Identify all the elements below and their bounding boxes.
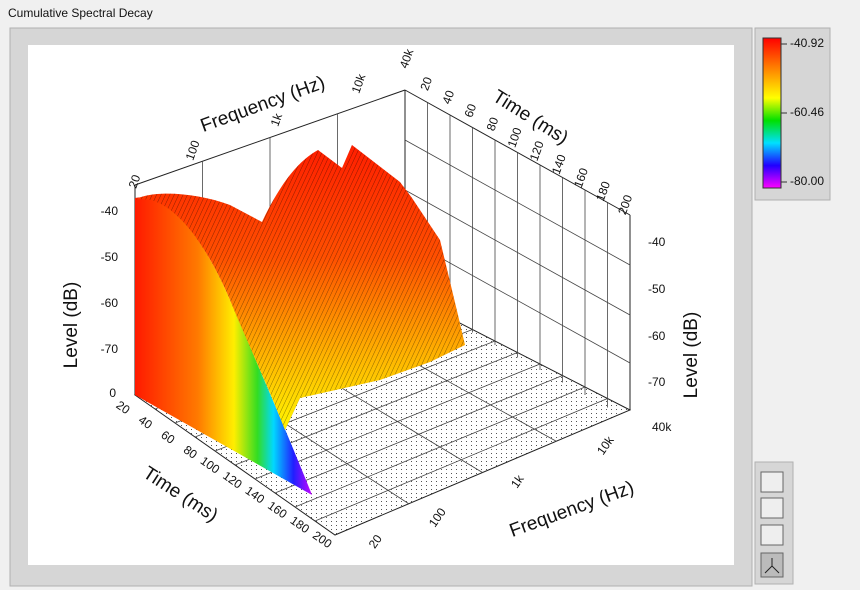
level-right-tick-label: -70: [648, 375, 666, 389]
level-right-title: Level (dB): [681, 312, 702, 399]
surface-hatch: [135, 145, 465, 430]
level-left-tick-label: -70: [101, 342, 119, 356]
colorbar-tick-label: -80.00: [790, 174, 824, 188]
frequency-top-tick-label: 40k: [397, 46, 417, 70]
colorbar-tick-label: -40.92: [790, 36, 824, 50]
wall-grid-line: [404, 139, 631, 266]
time-top-tick-label: 180: [593, 179, 613, 203]
surface-front: [135, 197, 312, 495]
colorbar-tick-label: -60.46: [790, 105, 824, 119]
level-right-tick-label: -50: [648, 282, 666, 296]
frequency-top-tick-label: 1k: [268, 110, 286, 128]
level-right-tick-label: -60: [648, 329, 666, 343]
time-top-tick-label: 80: [484, 115, 502, 133]
time-top-tick-label: 40: [439, 88, 457, 106]
frequency-top-tick-label: 20: [126, 172, 144, 190]
level-right-tick-label: 40k: [652, 420, 672, 434]
time-top-tick-label: 100: [505, 125, 525, 149]
colorbar: [762, 37, 782, 189]
toolbar: [754, 461, 794, 585]
view-yz-button[interactable]: [760, 524, 784, 546]
level-left-tick-label: -60: [101, 296, 119, 310]
view-xy-button[interactable]: [760, 471, 784, 493]
level-left-tick-label: -40: [101, 204, 119, 218]
level-left-tick-label: 0: [109, 386, 116, 400]
view-xz-button[interactable]: [760, 497, 784, 519]
time-top-tick-label: 200: [615, 193, 635, 217]
time-top-tick-label: 120: [527, 139, 547, 163]
frequency-top-tick-label: 100: [183, 138, 203, 162]
time-top-tick-label: 20: [417, 75, 435, 93]
time-top-tick-label: 140: [549, 152, 569, 176]
window-title: Cumulative Spectral Decay: [8, 6, 153, 20]
level-left-tick-label: -50: [101, 250, 119, 264]
view-3d-icon: [764, 558, 780, 574]
level-right-tick-label: -40: [648, 235, 666, 249]
frequency-top-tick-label: 10k: [349, 71, 369, 95]
level-left-title: Level (dB): [61, 282, 82, 369]
time-top-tick-label: 60: [462, 102, 480, 120]
time-top-tick-label: 160: [571, 166, 591, 190]
wall-grid-line: [404, 189, 631, 316]
